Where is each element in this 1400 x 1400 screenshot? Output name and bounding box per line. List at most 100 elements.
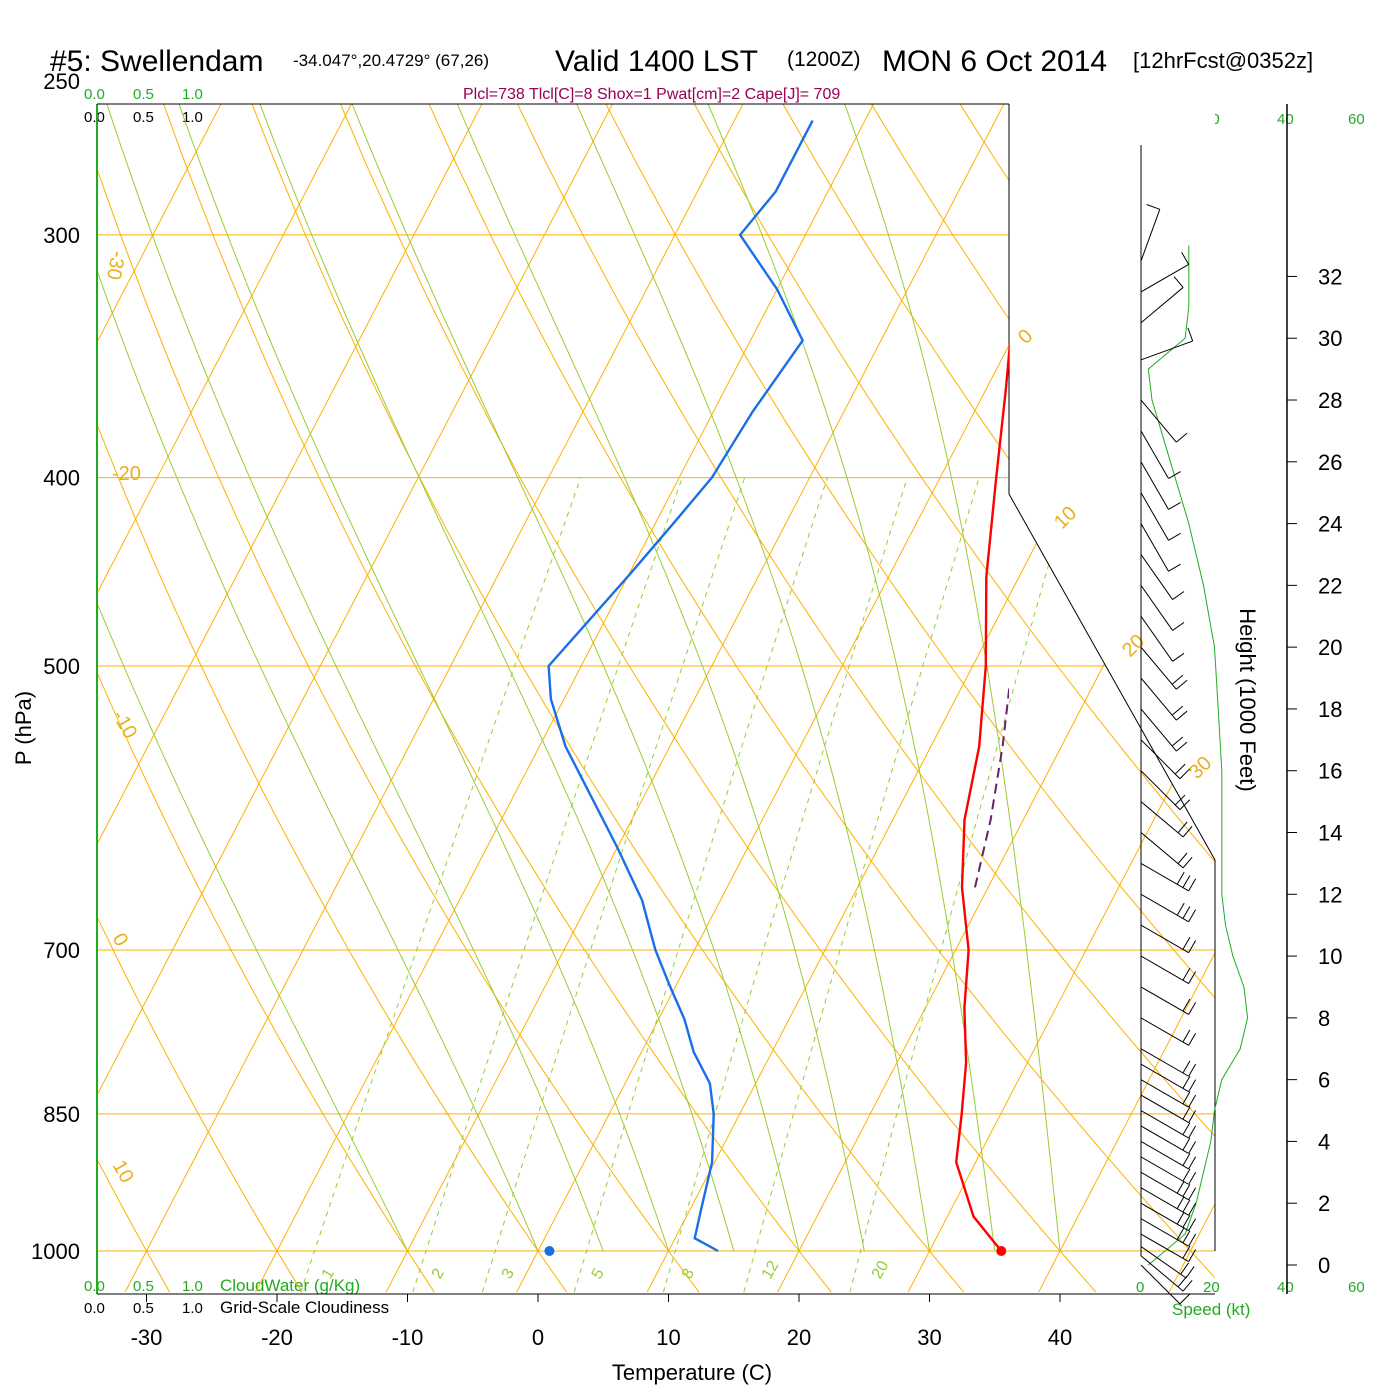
wind-barb xyxy=(1140,327,1194,361)
wind-barb-staff xyxy=(1140,1246,1187,1279)
dry-adiabat-line xyxy=(516,104,1215,1138)
wind-barb-flag xyxy=(1188,909,1197,923)
dry-adiabat-line xyxy=(97,167,700,1293)
x-axis-label: Temperature (C) xyxy=(612,1360,772,1385)
wind-barb-flag xyxy=(1176,1227,1185,1240)
height-tick-label: 24 xyxy=(1318,512,1342,537)
cloudwater-tick: 1.0 xyxy=(182,86,203,103)
wind-barb-staff xyxy=(1140,1079,1189,1108)
wind-barb-flag xyxy=(1182,1137,1191,1151)
wind-barb-flag xyxy=(1188,1079,1197,1092)
cloudwater-tick: 0.0 xyxy=(84,86,105,103)
dry-adiabat-line xyxy=(428,104,1215,1279)
wind-barb xyxy=(1140,1187,1197,1216)
wind-barb-flag xyxy=(1171,705,1184,716)
wind-barb-staff xyxy=(1140,1048,1189,1077)
wind-barb-flag xyxy=(1188,1156,1197,1170)
wind-barb-staff xyxy=(1140,1110,1189,1139)
mixing-ratio-line xyxy=(300,477,582,1293)
height-axis-label: Height (1000 Feet) xyxy=(1235,608,1260,791)
isotherm-line xyxy=(97,104,614,1097)
wind-barb-staff xyxy=(1140,492,1169,541)
wind-barb-flag xyxy=(1182,1029,1191,1043)
wind-barb-flag xyxy=(1182,1122,1191,1135)
dewpoint-trace xyxy=(547,120,814,1253)
wind-barb-flag xyxy=(1168,532,1181,541)
height-tick-label: 26 xyxy=(1318,450,1342,475)
height-tick-label: 6 xyxy=(1318,1068,1330,1093)
height-tick-label: 4 xyxy=(1318,1129,1330,1154)
temperature-trace xyxy=(954,341,1009,1252)
wind-barb xyxy=(1140,585,1185,631)
wind-barb-staff xyxy=(1140,399,1177,443)
wind-barb-staff xyxy=(1140,461,1169,510)
mixing-ratio-label: 8 xyxy=(679,1266,698,1282)
height-tick-label: 20 xyxy=(1318,635,1342,660)
wind-barb-flag xyxy=(1181,252,1190,265)
mixing-ratio-line xyxy=(481,477,746,1293)
wind-barb xyxy=(1140,1233,1197,1263)
wind-barb-flag xyxy=(1182,1230,1191,1244)
wind-barb-flag xyxy=(1176,1211,1185,1225)
moist-adiabat-line xyxy=(178,104,669,1252)
wind-barb-flag xyxy=(1182,906,1191,919)
speed-tick: 20 xyxy=(1203,1279,1220,1296)
height-tick-label: 10 xyxy=(1318,944,1342,969)
wind-barb-flag xyxy=(1182,825,1193,838)
isotherm-line xyxy=(907,700,1215,1293)
wind-barb-flag xyxy=(1168,501,1181,510)
moist-adiabat-line xyxy=(576,104,930,1252)
wind-barb-flag xyxy=(1187,327,1194,342)
mixing-ratio-line xyxy=(849,477,1075,1293)
background-grid xyxy=(97,81,1400,1293)
wind-barb-flag xyxy=(1182,998,1191,1012)
wind-barb xyxy=(1140,204,1161,262)
wind-barb-staff xyxy=(1140,1063,1189,1093)
wind-barb-staff xyxy=(1140,801,1184,838)
wind-barb-staff xyxy=(1140,1255,1184,1292)
speed-tick: 40 xyxy=(1277,111,1294,128)
wind-barb-flag xyxy=(1176,710,1188,721)
wind-barb-staff xyxy=(1140,585,1173,631)
wind-barb xyxy=(1140,1156,1197,1185)
wind-barb-flag xyxy=(1188,1218,1197,1231)
wind-barb-staff xyxy=(1140,677,1177,721)
wind-barb-flag xyxy=(1188,1141,1197,1154)
pressure-tick-label: 300 xyxy=(43,223,80,248)
wind-barb xyxy=(1140,1094,1197,1124)
wind-panel-boundary xyxy=(1008,104,1216,1251)
mixing-ratio-line xyxy=(743,477,980,1293)
wind-barb xyxy=(1140,523,1181,572)
height-tick-label: 22 xyxy=(1318,573,1342,598)
wind-barb-flag xyxy=(1180,1262,1190,1275)
pressure-tick-label: 500 xyxy=(43,654,80,679)
wind-barb xyxy=(1140,1017,1197,1046)
wind-barb xyxy=(1140,1048,1197,1077)
wind-barb-flag xyxy=(1188,1249,1197,1262)
wind-barb-staff xyxy=(1140,554,1173,600)
cloudwater-top-scale: 0.0 0.5 1.0 0.0 0.5 1.0 xyxy=(84,86,203,126)
mixing-ratio-line xyxy=(412,477,683,1293)
isotherm-line xyxy=(97,104,483,846)
wind-barb-staff xyxy=(1140,1125,1189,1154)
wind-barb-flag xyxy=(1182,1060,1191,1074)
wind-barb-flag xyxy=(1182,937,1191,950)
height-tick-label: 2 xyxy=(1318,1191,1330,1216)
wind-barb xyxy=(1140,252,1190,293)
wind-barb-staff xyxy=(1140,646,1177,690)
wind-barb-flag xyxy=(1182,1076,1191,1089)
isotherm-line xyxy=(1038,951,1215,1293)
wind-barb xyxy=(1140,492,1181,541)
mixing-ratio-label: 5 xyxy=(589,1266,608,1282)
wind-barb-flag xyxy=(1179,1293,1191,1305)
wind-barb-flag xyxy=(1188,1187,1197,1201)
wind-barb-staff xyxy=(1140,1094,1189,1124)
dry-adiabat-line xyxy=(97,423,568,1293)
isotherm-label: 10 xyxy=(108,1157,138,1187)
mixing-ratio-line xyxy=(662,477,908,1293)
forecast-run: [12hrFcst@0352z] xyxy=(1133,48,1313,73)
dry-adiabat-line xyxy=(1384,81,1400,1292)
wind-barb-staff xyxy=(1140,924,1189,954)
wind-barb xyxy=(1140,1255,1193,1292)
wind-barb xyxy=(1140,708,1188,752)
